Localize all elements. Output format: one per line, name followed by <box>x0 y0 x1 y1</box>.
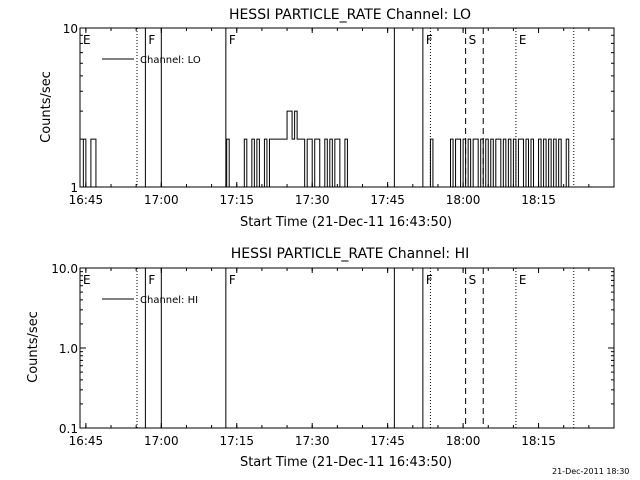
x-tick-label: 16:45 <box>69 193 104 207</box>
flag-label: F <box>426 33 433 47</box>
x-tick-label: 18:15 <box>521 193 556 207</box>
flag-label: S <box>469 273 477 287</box>
x-tick-label: 16:45 <box>69 434 104 448</box>
x-axis-label-lo: Start Time (21-Dec-11 16:43:50) <box>240 215 452 230</box>
series-channel-lo <box>80 110 572 188</box>
x-tick-label: 17:00 <box>144 193 179 207</box>
x-axis-label-hi: Start Time (21-Dec-11 16:43:50) <box>240 455 452 470</box>
y-tick-label: 10 <box>63 22 78 36</box>
flag-label: F <box>229 273 236 287</box>
flag-label: E <box>519 33 527 47</box>
x-tick-label: 17:30 <box>295 434 330 448</box>
y-tick-label: 1.0 <box>59 342 78 356</box>
series-line <box>80 110 572 188</box>
y-tick-label: 0.1 <box>59 422 78 436</box>
x-tick-label: 17:45 <box>370 193 405 207</box>
legend-label: Channel: LO <box>140 55 201 66</box>
x-tick-label: 17:30 <box>295 193 330 207</box>
y-axis-label-hi: Counts/sec <box>26 311 41 383</box>
flag-label: E <box>519 273 527 287</box>
chart-title-hi: HESSI PARTICLE_RATE Channel: HI <box>231 246 469 262</box>
x-tick-label: 17:45 <box>370 434 405 448</box>
x-tick-label: 17:00 <box>144 434 179 448</box>
y-tick-label: 10.0 <box>51 262 78 276</box>
panel-lo: HESSI PARTICLE_RATE Channel: LO Counts/s… <box>39 7 615 230</box>
flag-label: F <box>148 273 155 287</box>
y-tick-label: 1 <box>70 181 78 195</box>
y-axis-label-lo: Counts/sec <box>39 71 54 143</box>
generation-timestamp: 21-Dec-2011 18:30 <box>552 467 629 476</box>
flag-label: F <box>229 33 236 47</box>
x-tick-label: 17:15 <box>219 193 254 207</box>
x-tick-label: 18:15 <box>521 434 556 448</box>
flag-label: E <box>83 273 91 287</box>
flag-label: S <box>469 33 477 47</box>
x-tick-label: 18:00 <box>446 193 481 207</box>
chart-title-lo: HESSI PARTICLE_RATE Channel: LO <box>229 7 471 23</box>
flag-label: E <box>83 33 91 47</box>
legend-label: Channel: HI <box>140 295 198 306</box>
panel-hi: HESSI PARTICLE_RATE Channel: HI Counts/s… <box>26 246 615 470</box>
flag-label: F <box>148 33 155 47</box>
x-tick-label: 18:00 <box>446 434 481 448</box>
flag-label: F <box>426 273 433 287</box>
x-tick-label: 17:15 <box>219 434 254 448</box>
